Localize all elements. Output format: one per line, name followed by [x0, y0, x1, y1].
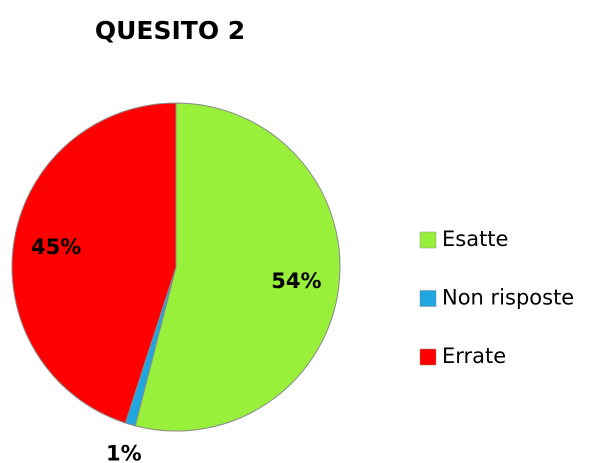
chart-title: QUESITO 2: [95, 16, 245, 45]
data-label: 45%: [31, 235, 81, 259]
legend-label: Non risposte: [442, 286, 574, 310]
legend-swatch: [419, 348, 437, 366]
legend-label: Errate: [442, 344, 506, 368]
data-label: 1%: [106, 442, 142, 463]
legend-swatch: [419, 290, 437, 307]
data-label: 54%: [271, 269, 321, 293]
pie-slice: [11, 102, 177, 424]
pie-slice: [134, 102, 341, 432]
legend-swatch: [419, 231, 437, 249]
legend-label: Esatte: [442, 227, 508, 251]
